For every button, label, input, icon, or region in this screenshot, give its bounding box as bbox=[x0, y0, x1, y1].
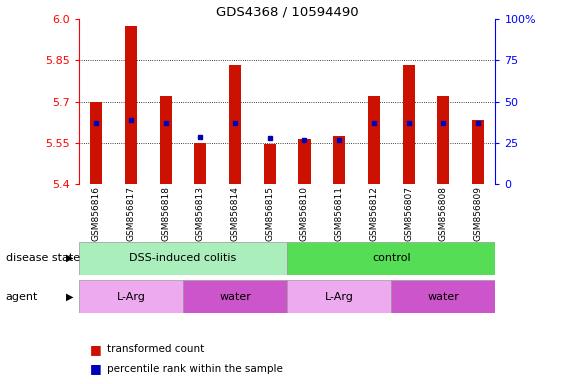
Text: transformed count: transformed count bbox=[107, 344, 204, 354]
Bar bbox=[437, 96, 449, 184]
Bar bbox=[194, 143, 207, 184]
Text: ▶: ▶ bbox=[66, 291, 73, 302]
Text: disease state: disease state bbox=[6, 253, 80, 263]
Text: L-Arg: L-Arg bbox=[325, 291, 354, 302]
Bar bbox=[229, 65, 241, 184]
Text: ▶: ▶ bbox=[66, 253, 73, 263]
Text: DSS-induced colitis: DSS-induced colitis bbox=[129, 253, 236, 263]
Bar bbox=[90, 102, 102, 184]
Bar bbox=[79, 242, 287, 275]
Text: water: water bbox=[219, 291, 251, 302]
Bar bbox=[298, 139, 311, 184]
Text: ■: ■ bbox=[90, 362, 102, 375]
Text: L-Arg: L-Arg bbox=[117, 291, 145, 302]
Bar bbox=[333, 136, 345, 184]
Text: agent: agent bbox=[6, 291, 38, 302]
Bar bbox=[391, 280, 495, 313]
Bar bbox=[287, 242, 495, 275]
Text: control: control bbox=[372, 253, 410, 263]
Text: ■: ■ bbox=[90, 343, 102, 356]
Bar bbox=[472, 120, 484, 184]
Text: water: water bbox=[427, 291, 459, 302]
Bar bbox=[159, 96, 172, 184]
Bar bbox=[263, 144, 276, 184]
Bar bbox=[79, 280, 183, 313]
Text: percentile rank within the sample: percentile rank within the sample bbox=[107, 364, 283, 374]
Bar bbox=[403, 65, 415, 184]
Title: GDS4368 / 10594490: GDS4368 / 10594490 bbox=[216, 5, 359, 18]
Bar bbox=[183, 280, 287, 313]
Bar bbox=[368, 96, 380, 184]
Bar bbox=[125, 26, 137, 184]
Bar bbox=[287, 280, 391, 313]
